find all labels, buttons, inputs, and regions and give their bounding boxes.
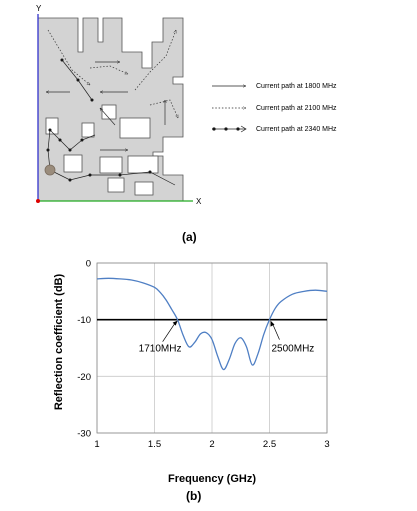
y-tick-2: -20 [77, 372, 91, 383]
legend-swatch-2340 [212, 125, 247, 133]
x-tick-1: 1.5 [148, 439, 161, 450]
y-tick-0: 0 [86, 259, 91, 270]
reflection-curve [96, 277, 328, 371]
plot-frame [96, 262, 328, 434]
current-path-1800 [46, 62, 165, 150]
y-tick-3: -30 [77, 429, 91, 440]
annotation-leader-1710 [162, 323, 175, 342]
annotation-1710: 1710MHz [139, 344, 182, 355]
x-tick-2: 2 [209, 439, 214, 450]
antenna-legend: Current path at 1800 MHz Current path at… [212, 83, 337, 133]
antenna-figure: Y X Current path at 1800 MHz Current pat… [36, 4, 337, 244]
legend-label-1800: Current path at 1800 MHz [256, 83, 337, 90]
panel-label-b: (b) [186, 489, 201, 503]
legend-label-2100: Current path at 2100 MHz [256, 105, 337, 112]
x-tick-3: 2.5 [263, 439, 276, 450]
current-path-2340 [46, 58, 176, 186]
x-tick-4: 3 [324, 439, 329, 450]
y-tick-1: -10 [77, 315, 91, 326]
antenna-slots [45, 104, 159, 196]
annotation-arrowhead-2500 [270, 320, 275, 327]
annotation-arrowhead-1710 [172, 320, 178, 326]
y-axis-title: Reflection coefficient (dB) [53, 274, 65, 411]
annotation-leader-2500 [272, 323, 280, 340]
annotation-2500: 2500MHz [272, 344, 315, 355]
reflection-chart: 0 -10 -20 -30 1 1.5 2 2.5 3 1710MHz 2500MHz Freq… [53, 259, 330, 504]
y-tick-labels: 0 -10 -20 -30 [77, 259, 91, 440]
current-path-2100 [47, 30, 179, 118]
x-axis-label: X [196, 197, 202, 206]
panel-label-a: (a) [182, 230, 197, 244]
x-tick-0: 1 [94, 439, 99, 450]
feed-point [44, 164, 56, 176]
x-axis-title: Frequency (GHz) [168, 473, 256, 485]
legend-label-2340: Current path at 2340 MHz [256, 126, 337, 133]
annotations: 1710MHz 2500MHz [139, 320, 315, 355]
y-axis-label: Y [36, 4, 42, 13]
x-tick-labels: 1 1.5 2 2.5 3 [94, 439, 329, 450]
origin-marker [36, 199, 40, 203]
